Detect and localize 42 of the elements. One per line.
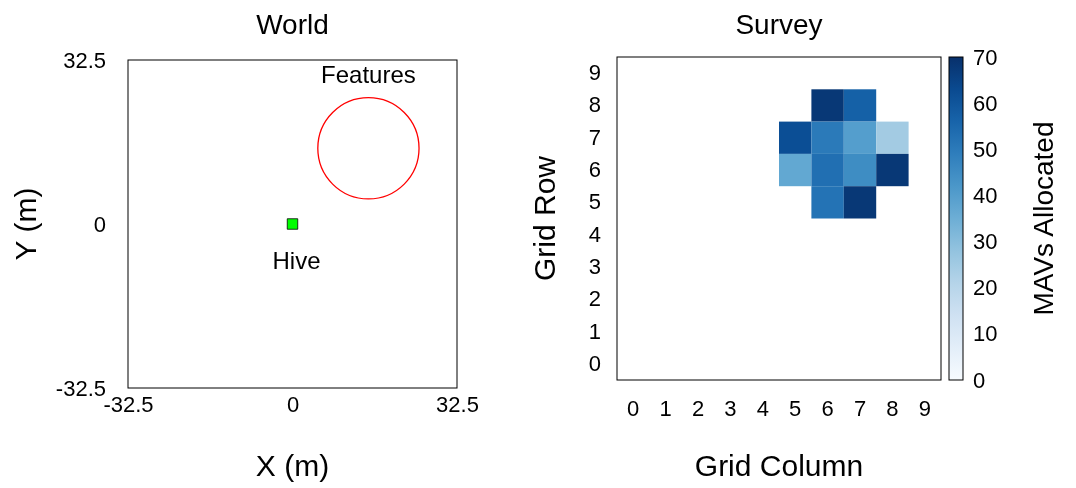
color-bar-label: 70 xyxy=(973,44,998,70)
y-tick-label: 3 xyxy=(588,253,601,279)
color-bar-label: 10 xyxy=(973,321,998,347)
color-bar-label: 30 xyxy=(973,229,998,255)
color-bar-title: MAVs Allocated xyxy=(1028,121,1059,316)
color-bar-label: 60 xyxy=(973,90,998,116)
x-tick-label: 7 xyxy=(853,395,867,421)
y-tick-label: 0 xyxy=(588,350,601,376)
y-tick-label: 0 xyxy=(93,211,106,237)
x-axis-title: X (m) xyxy=(255,449,330,482)
x-tick-label: 6 xyxy=(821,395,834,421)
color-bar-label: 50 xyxy=(973,136,998,162)
chart-title: Survey xyxy=(735,9,823,40)
y-tick-label: 9 xyxy=(588,60,601,86)
y-tick-label: 2 xyxy=(588,286,601,312)
y-tick-label: 6 xyxy=(588,157,601,183)
series-label: Hive xyxy=(272,247,321,274)
annotation: Features xyxy=(321,60,416,88)
y-axis-title: Grid Row xyxy=(528,155,561,282)
y-tick-label: 8 xyxy=(588,92,601,118)
color-bar-label: 20 xyxy=(973,275,998,301)
x-tick-label: 8 xyxy=(886,395,899,421)
x-tick-label: 32.5 xyxy=(436,391,479,417)
y-axis-title: Y (m) xyxy=(9,187,42,261)
chart-title: World xyxy=(256,9,329,40)
x-tick-label: 0 xyxy=(627,395,640,421)
y-tick-label: 5 xyxy=(588,189,601,215)
x-tick-label: 0 xyxy=(286,391,300,417)
y-tick-label: 1 xyxy=(588,318,601,344)
x-tick-label: 9 xyxy=(918,395,931,421)
x-axis-title: Grid Column xyxy=(694,449,864,482)
x-tick-label: 1 xyxy=(659,395,672,421)
y-tick-label: 32.5 xyxy=(63,47,106,73)
x-tick-label: 4 xyxy=(756,395,769,421)
x-tick-label: 5 xyxy=(789,395,802,421)
x-tick-label: 3 xyxy=(724,395,737,421)
y-tick-label: 7 xyxy=(588,124,601,150)
x-tick-label: 2 xyxy=(691,395,705,421)
color-bar-label: 40 xyxy=(973,182,998,208)
color-bar-label: 0 xyxy=(973,367,986,393)
y-tick-label: 4 xyxy=(588,221,601,247)
y-tick-label: -32.5 xyxy=(55,375,106,401)
